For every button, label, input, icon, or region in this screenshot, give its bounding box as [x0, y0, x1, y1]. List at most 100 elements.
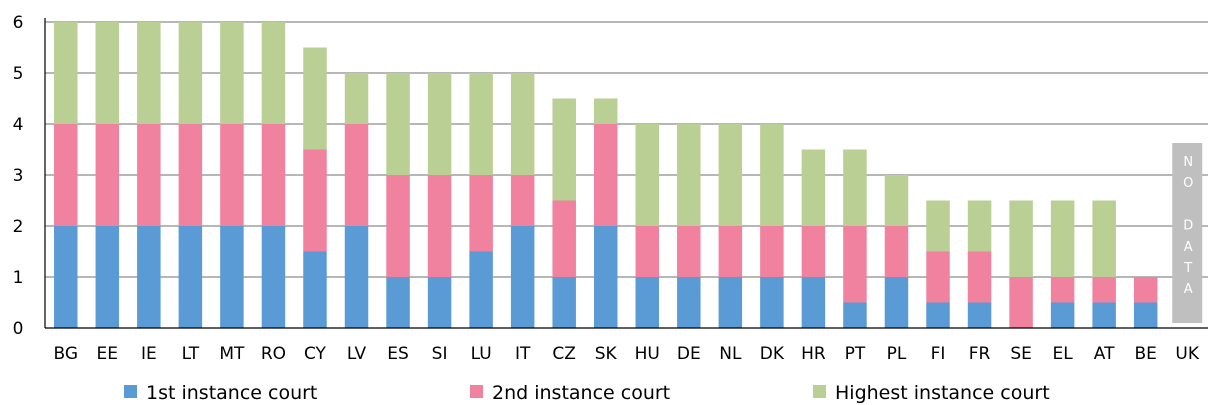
bar-segment-pt-s2: [843, 149, 867, 226]
x-tick-label-uk: UK: [1175, 344, 1199, 364]
bar-segment-si-s1: [427, 175, 452, 277]
bar-segment-de-s0: [677, 277, 701, 328]
bar-segment-be-s0: [1133, 302, 1158, 328]
x-tick-label-it: IT: [515, 344, 531, 364]
bar-segment-de-s1: [677, 226, 701, 277]
no-data-letter: A: [1184, 240, 1193, 255]
bar-segment-ee-s2: [95, 22, 120, 124]
x-tick-label-sk: SK: [595, 344, 618, 364]
y-tick-label: 1: [13, 268, 24, 288]
x-tick-label-lv: LV: [347, 344, 367, 364]
legend-swatch-2: [813, 385, 826, 398]
x-tick-label-es: ES: [387, 344, 409, 364]
bar-segment-lt-s0: [178, 226, 203, 328]
bar-segment-fr-s2: [967, 200, 992, 252]
bar-segment-ro-s0: [261, 226, 286, 328]
no-data-letter: N: [1183, 155, 1193, 170]
x-tick-label-de: DE: [677, 344, 701, 364]
bar-segment-pt-s0: [843, 302, 867, 328]
bar-segment-el-s1: [1050, 277, 1075, 303]
bar-segment-mt-s2: [220, 22, 244, 124]
bar-segment-lt-s2: [178, 22, 203, 124]
bar-segment-sk-s0: [593, 226, 618, 328]
x-tick-label-bg: BG: [53, 344, 78, 364]
bar-segment-hr-s2: [801, 149, 826, 226]
legend-swatch-1: [470, 385, 483, 398]
y-tick-label: 2: [13, 217, 24, 237]
bar-segment-mt-s0: [220, 226, 244, 328]
bar-segment-dk-s2: [760, 124, 784, 226]
x-tick-label-ie: IE: [141, 344, 157, 364]
bar-segment-hu-s2: [635, 124, 660, 226]
x-tick-label-fi: FI: [931, 344, 946, 364]
bar-segment-fi-s1: [926, 251, 950, 303]
bar-segment-pt-s1: [843, 226, 867, 303]
x-tick-label-hr: HR: [801, 344, 826, 364]
bar-segment-at-s1: [1092, 277, 1116, 303]
bar-segment-pl-s2: [884, 175, 909, 226]
bar-segment-hu-s0: [635, 277, 660, 328]
bar-segment-sk-s1: [593, 124, 618, 226]
bar-segment-fr-s1: [967, 251, 992, 303]
legend-label-1: 2nd instance court: [492, 382, 670, 404]
x-tick-label-cz: CZ: [552, 344, 576, 364]
grid-lines: [45, 21, 1208, 278]
x-tick-label-fr: FR: [969, 344, 991, 364]
x-tick-label-cy: CY: [304, 344, 327, 364]
no-data-letter: A: [1184, 282, 1193, 297]
bar-segment-cz-s0: [552, 277, 576, 328]
x-tick-label-at: AT: [1094, 344, 1115, 364]
x-tick-label-lt: LT: [182, 344, 200, 364]
bar-segment-nl-s2: [718, 124, 743, 226]
bar-segment-fi-s0: [926, 302, 950, 328]
bar-segment-lv-s1: [344, 124, 369, 226]
x-tick-label-ee: EE: [97, 344, 118, 364]
legend: 1st instance court 2nd instance court High…: [124, 382, 1050, 404]
bar-segment-es-s0: [386, 277, 410, 328]
bar-segment-lu-s0: [469, 251, 493, 328]
bar-segment-at-s0: [1092, 302, 1116, 328]
bar-segment-cz-s1: [552, 200, 576, 277]
bar-segment-ie-s2: [137, 22, 161, 124]
bar-segment-bg-s0: [54, 226, 78, 328]
bar-segment-cy-s2: [303, 47, 327, 150]
no-data-letter: D: [1183, 219, 1193, 234]
bar-segment-ro-s1: [261, 124, 286, 226]
no-data-letter: T: [1183, 261, 1192, 276]
y-tick-label: 4: [13, 115, 24, 135]
bar-segment-si-s0: [427, 277, 452, 328]
bars: [54, 22, 1158, 328]
bar-segment-dk-s1: [760, 226, 784, 277]
bar-segment-si-s2: [427, 73, 452, 175]
bar-segment-ee-s1: [95, 124, 120, 226]
bar-segment-se-s2: [1009, 200, 1033, 277]
x-tick-label-se: SE: [1010, 344, 1032, 364]
bar-segment-ee-s0: [95, 226, 120, 328]
legend-label-2: Highest instance court: [835, 382, 1050, 404]
bar-segment-es-s1: [386, 175, 410, 277]
bar-segment-pl-s1: [884, 226, 909, 277]
x-axis: BG EE IE LT MT RO CY LV ES SI LU IT CZ SK HU DE NL DK HR PT…: [45, 327, 1208, 364]
bar-segment-ie-s0: [137, 226, 161, 328]
bar-segment-sk-s2: [593, 98, 618, 124]
x-tick-label-lu: LU: [471, 344, 492, 364]
bar-segment-ro-s2: [261, 22, 286, 124]
y-tick-label: 0: [13, 319, 24, 339]
legend-label-0: 1st instance court: [146, 382, 317, 404]
bar-segment-bg-s1: [54, 124, 78, 226]
x-tick-label-hu: HU: [635, 344, 660, 364]
bar-segment-lv-s2: [344, 73, 369, 124]
bar-segment-lt-s1: [178, 124, 203, 226]
bar-segment-be-s1: [1133, 277, 1158, 303]
bar-segment-cy-s0: [303, 251, 327, 328]
bar-segment-bg-s2: [54, 22, 78, 124]
y-tick-label: 5: [13, 64, 24, 84]
x-tick-label-be: BE: [1134, 344, 1156, 364]
bar-segment-hu-s1: [635, 226, 660, 277]
x-tick-label-dk: DK: [760, 344, 785, 364]
bar-segment-fi-s2: [926, 200, 950, 252]
bar-segment-it-s1: [510, 175, 535, 226]
x-tick-label-ro: RO: [261, 344, 286, 364]
